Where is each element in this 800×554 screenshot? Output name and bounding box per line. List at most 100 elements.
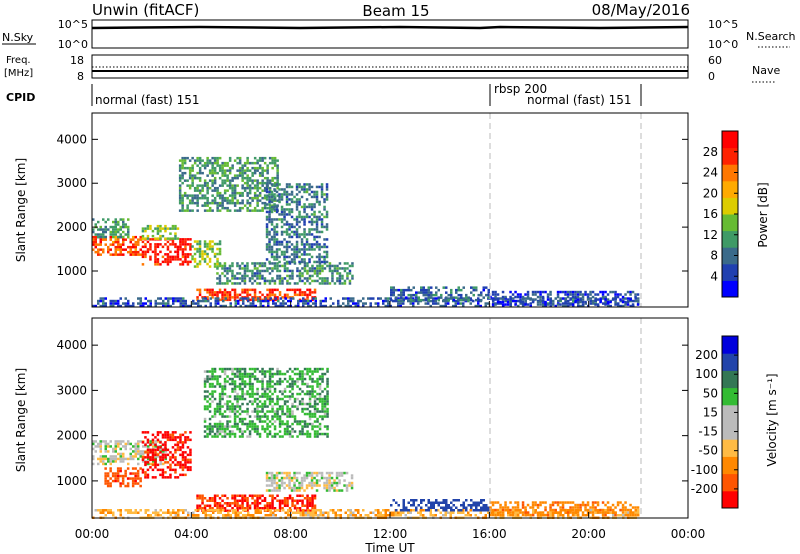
data-cell [214, 509, 217, 512]
data-cell [354, 302, 357, 305]
data-cell [429, 509, 432, 512]
data-cell [293, 195, 296, 199]
data-cell [321, 417, 324, 421]
data-cell [285, 208, 289, 211]
data-cell [161, 227, 165, 230]
data-cell [233, 407, 237, 411]
data-cell [579, 506, 582, 509]
data-cell [183, 179, 187, 182]
data-cell [248, 504, 252, 507]
data-cell [241, 382, 244, 386]
data-cell [311, 395, 314, 398]
data-cell [341, 267, 344, 270]
data-cell [176, 258, 180, 261]
data-cell [266, 435, 269, 438]
data-cell [293, 248, 296, 251]
data-cell [556, 511, 560, 514]
data-cell [318, 282, 322, 285]
data-cell [164, 476, 167, 479]
data-cell [402, 501, 405, 504]
data-cell [216, 291, 219, 294]
data-cell [268, 233, 271, 236]
data-cell [251, 181, 254, 185]
data-cell [265, 210, 269, 214]
data-cell [619, 298, 622, 301]
data-cell [290, 476, 294, 480]
data-cell [325, 245, 329, 249]
data-cell [296, 502, 299, 505]
data-cell [276, 296, 279, 299]
data-cell [316, 402, 319, 406]
data-cell [447, 293, 450, 297]
data-cell [290, 223, 294, 226]
data-cell [253, 296, 257, 299]
data-cell [323, 481, 326, 485]
data-cell [308, 228, 311, 231]
data-cell [601, 513, 605, 517]
data-cell [305, 474, 309, 477]
data-cell [132, 243, 135, 246]
data-cell [194, 514, 197, 517]
data-cell [494, 295, 497, 299]
data-cell [307, 511, 310, 514]
data-cell [216, 242, 219, 246]
data-cell [169, 232, 172, 235]
data-cell [161, 234, 165, 238]
data-cell [144, 511, 147, 514]
data-cell [223, 372, 227, 376]
data-cell [117, 304, 120, 308]
data-cell [146, 224, 150, 228]
data-cell [146, 431, 150, 434]
data-cell [258, 209, 262, 212]
data-cell [117, 228, 120, 231]
data-cell [169, 433, 172, 437]
data-cell [226, 422, 229, 426]
data-cell [231, 274, 234, 278]
data-cell [632, 304, 635, 308]
data-cell [427, 291, 430, 294]
data-cell [218, 291, 222, 294]
data-cell [124, 223, 127, 226]
data-cell [248, 201, 252, 205]
data-cell [122, 460, 125, 463]
data-cell [384, 511, 387, 514]
data-cell [231, 382, 234, 386]
data-cell [300, 258, 304, 261]
data-cell [183, 209, 187, 212]
data-cell [300, 240, 304, 244]
data-cell [169, 511, 172, 514]
data-cell [586, 295, 590, 299]
data-cell [236, 262, 239, 265]
data-cell [146, 468, 150, 472]
data-cell [306, 370, 309, 373]
data-cell [231, 184, 234, 187]
data-cell [171, 237, 175, 240]
data-cell [265, 188, 269, 191]
data-cell [506, 303, 510, 306]
data-cell [259, 304, 262, 308]
data-cell [211, 288, 214, 292]
data-cell [154, 448, 157, 452]
data-cell [144, 461, 147, 464]
data-cell [233, 196, 237, 200]
data-cell [102, 297, 105, 300]
data-cell [276, 494, 279, 497]
data-cell [291, 427, 294, 431]
data-cell [156, 229, 160, 233]
data-cell [296, 293, 299, 297]
data-cell [114, 460, 117, 463]
data-cell [206, 377, 209, 381]
data-cell [301, 407, 304, 411]
data-cell [253, 410, 257, 413]
data-cell [141, 456, 145, 459]
data-cell [228, 264, 232, 268]
data-cell [124, 469, 127, 473]
data-cell [154, 263, 157, 266]
data-cell [213, 242, 217, 246]
data-cell [303, 253, 306, 256]
data-cell [377, 297, 380, 300]
data-cell [286, 279, 289, 283]
data-cell [246, 392, 249, 396]
data-cell [268, 198, 271, 201]
data-cell [288, 507, 292, 510]
